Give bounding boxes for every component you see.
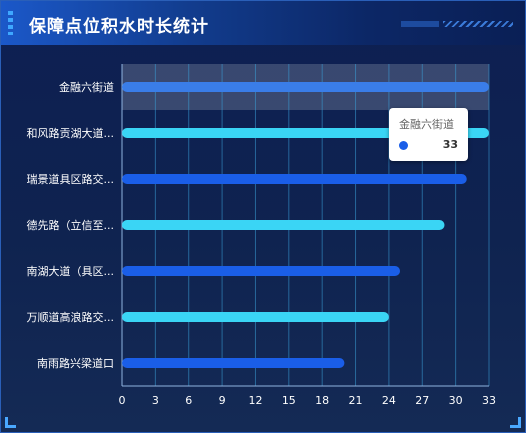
y-category-label: 和风路贡湖大道... (27, 126, 115, 140)
corner-decoration-right (510, 417, 521, 428)
x-tick-label: 9 (219, 394, 226, 407)
y-category-label: 万顺道高浪路交... (27, 310, 115, 324)
y-category-label: 瑞景道具区路交... (27, 172, 115, 186)
bar (122, 82, 489, 92)
tooltip-category: 金融六街道 (399, 118, 454, 131)
bar (122, 220, 445, 230)
x-tick-label: 27 (415, 394, 429, 407)
panel-title: 保障点位积水时长统计 (29, 17, 209, 37)
y-category-label: 德先路（立信至... (27, 218, 115, 232)
x-tick-label: 21 (349, 394, 363, 407)
bar (122, 312, 389, 322)
tooltip-value: 33 (442, 138, 458, 151)
x-tick-label: 3 (152, 394, 159, 407)
header-decoration (401, 21, 439, 27)
y-category-label: 南雨路兴梁道口 (37, 356, 114, 370)
bar (122, 358, 345, 368)
chart-tooltip: 金融六街道 33 (389, 108, 468, 161)
y-category-label: 南湖大道（具区... (27, 264, 115, 278)
x-tick-label: 30 (449, 394, 463, 407)
x-tick-label: 12 (248, 394, 262, 407)
x-tick-label: 6 (185, 394, 192, 407)
y-category-label: 金融六街道 (59, 80, 114, 94)
x-tick-label: 18 (315, 394, 329, 407)
corner-decoration-left (5, 417, 16, 428)
x-tick-label: 24 (382, 394, 396, 407)
x-tick-label: 15 (282, 394, 296, 407)
x-tick-label: 33 (482, 394, 496, 407)
panel-header: 保障点位积水时长统计 (1, 1, 525, 45)
bar (122, 266, 401, 276)
bar (122, 174, 467, 184)
header-bar-icon (8, 11, 13, 35)
header-stripes (443, 21, 513, 27)
x-tick-label: 0 (119, 394, 126, 407)
tooltip-series-dot (399, 141, 408, 150)
